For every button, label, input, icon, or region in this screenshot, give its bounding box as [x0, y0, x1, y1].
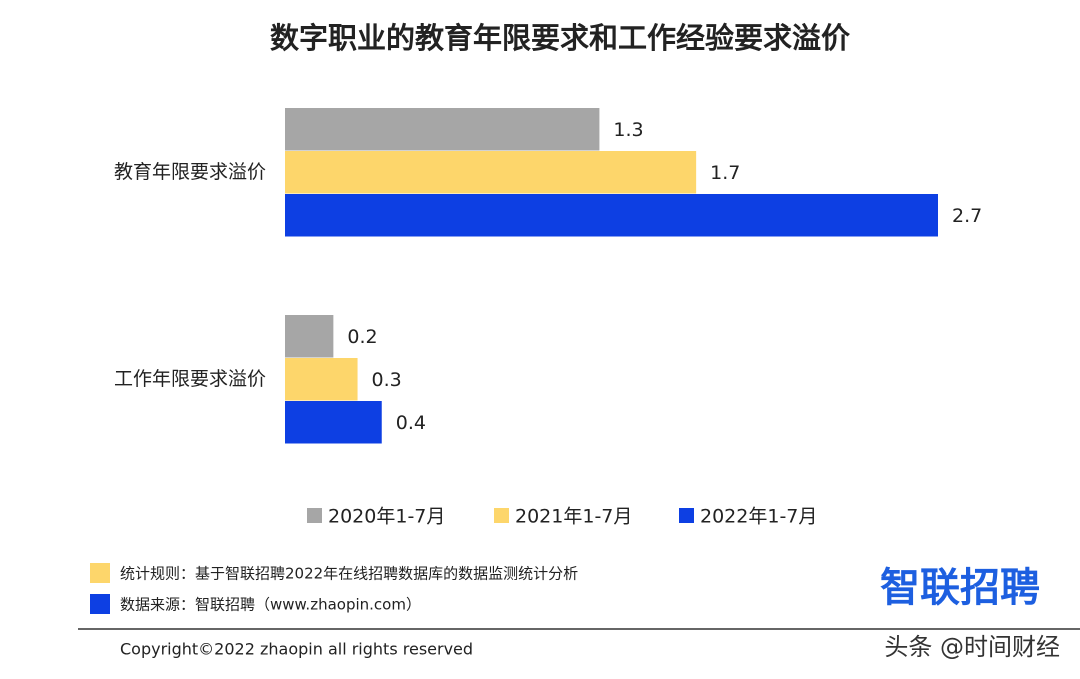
bar: [285, 108, 600, 151]
data-label: 2.7: [952, 205, 982, 227]
data-label: 1.7: [710, 162, 740, 184]
y-tick-label: 教育年限要求溢价: [114, 161, 266, 183]
legend-label: 2020年1-7月: [328, 506, 445, 528]
legend-label: 2021年1-7月: [515, 506, 632, 528]
legend-swatch: [494, 508, 509, 523]
legend-swatch: [307, 508, 322, 523]
chart-title: 数字职业的教育年限要求和工作经验要求溢价: [270, 21, 851, 55]
logo: 智联招聘: [880, 565, 1040, 611]
data-label: 0.4: [396, 412, 426, 434]
copyright: Copyright©2022 zhaopin all rights reserv…: [120, 640, 473, 659]
y-tick-label: 工作年限要求溢价: [114, 368, 266, 390]
watermark: 头条 @时间财经: [884, 633, 1060, 661]
bar: [285, 358, 358, 401]
note-swatch: [90, 594, 110, 614]
bar: [285, 401, 382, 444]
bar: [285, 194, 938, 237]
legend-label: 2022年1-7月: [700, 506, 817, 528]
data-label: 0.3: [372, 369, 402, 391]
data-label: 0.2: [347, 326, 377, 348]
bar: [285, 151, 697, 194]
note-swatch: [90, 563, 110, 583]
data-label: 1.3: [613, 119, 643, 141]
bar: [285, 315, 334, 358]
note: 统计规则：基于智联招聘2022年在线招聘数据库的数据监测统计分析: [120, 565, 578, 583]
legend-swatch: [679, 508, 694, 523]
note: 数据来源：智联招聘（www.zhaopin.com）: [120, 596, 421, 614]
